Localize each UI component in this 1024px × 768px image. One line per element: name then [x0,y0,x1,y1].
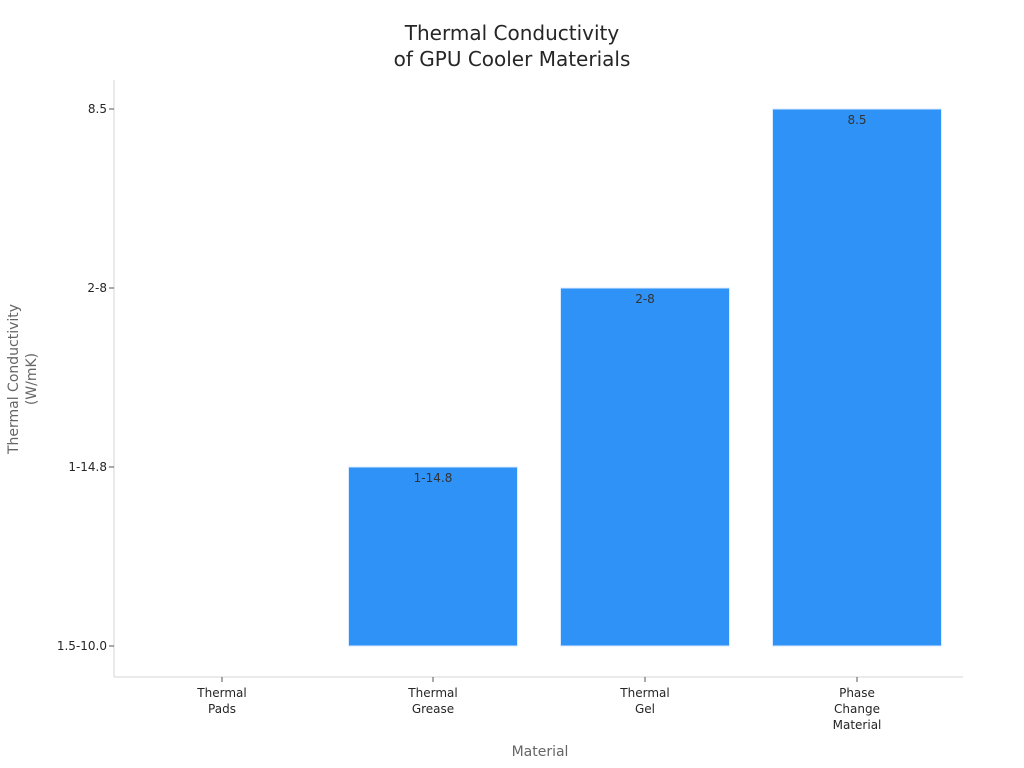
bar [348,466,518,647]
bar-value-label: 8.5 [847,113,866,127]
bars [348,108,942,647]
y-tick-label: 8.5 [88,102,107,116]
data-labels: 1-14.8 2-8 8.5 [414,113,867,485]
bar [772,108,942,647]
y-tick-label: 1-14.8 [68,460,107,474]
x-tick-label: Thermal Pads [196,686,246,716]
x-axis-title: Material [512,744,569,760]
y-axis-title-group: Thermal Conductivity (W/mK) [6,304,40,455]
y-tick-label: 1.5-10.0 [57,639,107,653]
bar [560,287,730,647]
bar-value-label: 1-14.8 [414,471,453,485]
chart-title-line-2: of GPU Cooler Materials [394,47,631,71]
y-axis-title-line-2: (W/mK) [24,353,40,405]
x-tick-label: Thermal Grease [407,686,457,716]
bar-value-label: 2-8 [635,292,655,306]
y-tick-label: 2-8 [87,281,107,295]
ticks: 1.5-10.0 1-14.8 2-8 8.5 Thermal Pads Thermal Gr… [57,102,882,732]
x-tick-label: Phase Change Material [833,686,882,732]
x-tick-label: Thermal Gel [619,686,669,716]
y-axis-title-line-1: Thermal Conductivity [6,304,22,455]
chart-title-line-1: Thermal Conductivity [404,21,620,45]
